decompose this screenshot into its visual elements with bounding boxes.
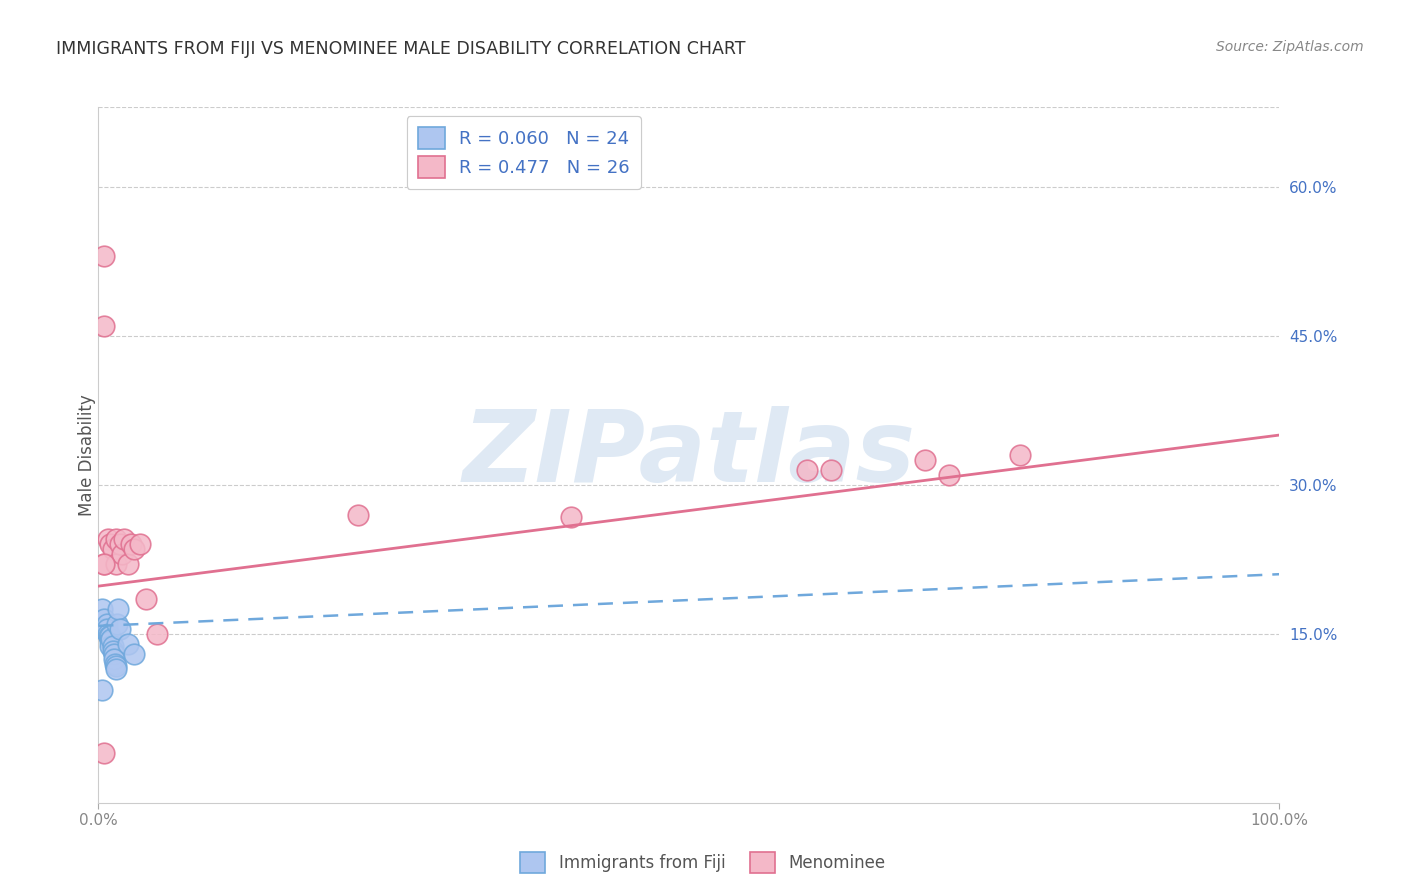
Point (98, 629, 121, 643)
Point (117, 637, 139, 651)
Point (104, 657, 127, 671)
Point (98, 633, 121, 648)
Point (105, 662, 128, 676)
Point (121, 537, 143, 551)
Point (98, 639, 121, 653)
Legend: R = 0.060   N = 24, R = 0.477   N = 26: R = 0.060 N = 24, R = 0.477 N = 26 (406, 116, 641, 189)
Point (146, 627, 169, 641)
Text: ZIPatlas: ZIPatlas (463, 407, 915, 503)
Point (938, 467, 960, 482)
Point (1008, 448, 1031, 462)
Point (108, 537, 131, 551)
Point (135, 592, 157, 607)
Point (122, 647, 145, 661)
Point (108, 622, 131, 636)
Point (122, 542, 145, 557)
Y-axis label: Male Disability: Male Disability (79, 394, 96, 516)
Text: Source: ZipAtlas.com: Source: ZipAtlas.com (1216, 40, 1364, 54)
Point (98, 537, 121, 551)
Point (105, 533, 128, 547)
Point (96, 622, 118, 636)
Point (796, 463, 818, 477)
Point (560, 509, 582, 524)
Point (105, 558, 128, 572)
Point (93, 558, 115, 572)
Point (105, 658, 128, 673)
Point (105, 616, 128, 631)
Point (117, 558, 139, 572)
Point (100, 632, 122, 646)
Point (93, 318, 115, 333)
Point (96, 616, 118, 631)
Point (91, 602, 114, 616)
Point (97, 533, 120, 547)
Point (93, 612, 115, 626)
Point (112, 533, 135, 547)
Point (98, 629, 121, 643)
Text: IMMIGRANTS FROM FIJI VS MENOMINEE MALE DISABILITY CORRELATION CHART: IMMIGRANTS FROM FIJI VS MENOMINEE MALE D… (56, 40, 745, 58)
Point (91, 683, 114, 698)
Point (111, 547, 134, 561)
Point (97, 627, 120, 641)
Point (93, 746, 115, 760)
Point (93, 249, 115, 263)
Point (93, 622, 115, 636)
Point (820, 463, 842, 477)
Point (347, 508, 370, 522)
Point (914, 453, 936, 467)
Point (107, 602, 129, 616)
Point (101, 644, 124, 658)
Point (103, 647, 125, 661)
Point (101, 542, 124, 557)
Point (103, 651, 125, 665)
Point (128, 537, 150, 551)
Legend: Immigrants from Fiji, Menominee: Immigrants from Fiji, Menominee (513, 846, 893, 880)
Point (93, 558, 115, 572)
Point (101, 639, 124, 653)
